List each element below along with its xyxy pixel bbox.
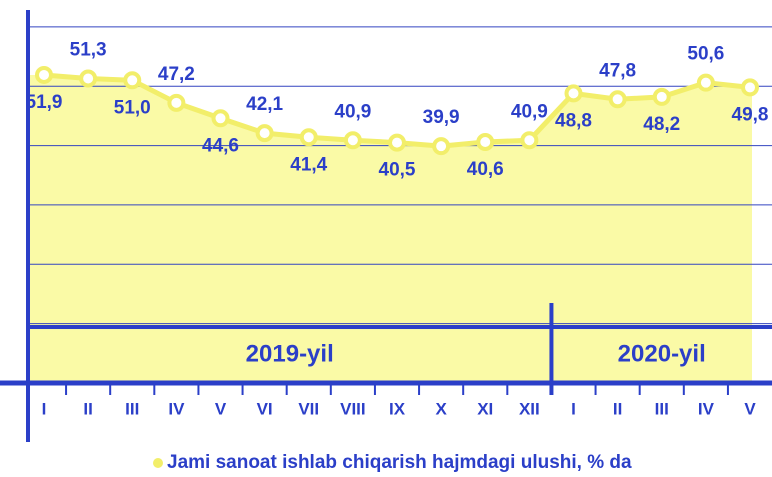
value-label: 48,8 [555, 110, 592, 131]
point [476, 133, 495, 152]
point [211, 109, 230, 128]
x-tick-label: VII [298, 399, 319, 418]
value-label: 51,3 [70, 40, 107, 61]
period-label: 2019-yil [246, 340, 334, 367]
value-label: 42,1 [246, 94, 283, 115]
value-label: 40,9 [511, 101, 548, 122]
point [79, 69, 98, 88]
point [564, 84, 583, 103]
x-tick-label: IX [389, 399, 406, 418]
x-tick-label: VIII [340, 399, 366, 418]
value-label: 41,4 [290, 154, 327, 175]
value-label: 50,6 [687, 44, 724, 65]
x-tick-label: XI [477, 399, 493, 418]
x-tick-label: V [744, 399, 756, 418]
x-tick-label: IV [698, 399, 715, 418]
point [741, 78, 759, 97]
point [35, 65, 53, 84]
point [432, 137, 451, 156]
value-label: 51,9 [26, 92, 63, 113]
x-tick-label: VI [257, 399, 273, 418]
value-label: 48,2 [643, 114, 680, 135]
value-label: 40,6 [467, 159, 504, 180]
point [520, 131, 539, 150]
value-label: 39,9 [423, 107, 460, 128]
point [167, 93, 186, 112]
legend-swatch [153, 458, 163, 468]
x-tick-label: III [655, 399, 669, 418]
x-tick-label: X [435, 399, 447, 418]
legend-label: Jami sanoat ishlab chiqarish hajmdagi ul… [167, 452, 632, 473]
point [696, 73, 715, 92]
x-tick-label: II [613, 399, 622, 418]
point [652, 87, 671, 106]
x-tick-label: III [125, 399, 139, 418]
x-tick-label: IV [168, 399, 185, 418]
value-label: 47,2 [158, 64, 195, 85]
value-label: 51,0 [114, 97, 151, 118]
x-tick-label: I [571, 399, 576, 418]
value-label: 40,5 [379, 160, 416, 181]
value-label: 44,6 [202, 135, 239, 156]
point [255, 124, 274, 143]
value-label: 40,9 [334, 101, 371, 122]
point [343, 131, 362, 150]
value-label: 49,8 [732, 104, 769, 125]
x-tick-label: I [42, 399, 47, 418]
point [388, 133, 406, 152]
point [299, 128, 318, 147]
x-tick-label: XII [519, 399, 540, 418]
value-label: 47,8 [599, 60, 636, 81]
x-tick-label: II [83, 399, 92, 418]
point [123, 71, 142, 90]
area-fill [28, 74, 752, 383]
period-label: 2020-yil [618, 340, 706, 367]
x-tick-label: V [215, 399, 227, 418]
point [608, 90, 627, 109]
